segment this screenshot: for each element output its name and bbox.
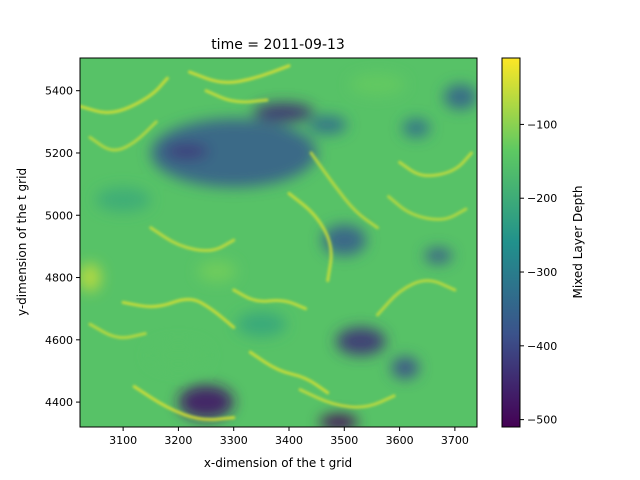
heatmap-eddy-14 xyxy=(148,341,209,370)
plot-frame xyxy=(79,57,478,428)
heatmap-filament-2 xyxy=(309,151,379,230)
y-axis-label: y-dimension of the t grid xyxy=(15,168,29,316)
colorbar-tick-label: −300 xyxy=(527,266,557,279)
heatmap-filament-1 xyxy=(187,64,291,84)
x-tick-label: 3200 xyxy=(164,434,192,447)
heatmap-eddy-11 xyxy=(402,118,431,138)
heatmap-eddy-17 xyxy=(236,311,287,337)
heatmap-eddy-2 xyxy=(164,143,209,160)
heatmap-filament-4 xyxy=(149,226,236,253)
heatmap-filament-13 xyxy=(387,195,468,221)
colorbar-label: Mixed Layer Depth xyxy=(571,185,585,298)
heatmap-eddy-4 xyxy=(336,327,386,356)
heatmap-filament-0 xyxy=(80,76,169,114)
x-tick-label: 3500 xyxy=(330,434,358,447)
heatmap-shallow-region-0 xyxy=(150,118,317,188)
colorbar-tick-label: −400 xyxy=(527,340,557,353)
colorbar-tick-label: −100 xyxy=(527,118,557,131)
heatmap-eddy-10 xyxy=(443,84,477,110)
y-tick-label: 5000 xyxy=(45,209,73,222)
heatmap-filament-11 xyxy=(88,120,158,152)
y-tick-label: 4600 xyxy=(45,334,73,347)
heatmap-eddy-12 xyxy=(80,263,102,292)
colorbar-axis: −100 −200 −300 −400 −500 xyxy=(520,118,557,427)
colorbar-tick-label: −200 xyxy=(527,192,557,205)
chart-title: time = 2011-09-13 xyxy=(211,37,345,53)
heatmap-filament-14 xyxy=(298,388,396,409)
colorbar xyxy=(501,57,521,428)
heatmap-plot-area xyxy=(80,58,477,427)
y-axis: 4400 4600 4800 5000 5200 5400 xyxy=(45,85,80,409)
heatmap-eddy-6 xyxy=(322,224,367,256)
heatmap-eddy-7 xyxy=(391,356,419,379)
x-tick-label: 3300 xyxy=(220,434,248,447)
heatmap-filament-8 xyxy=(132,385,236,422)
heatmap-filament-15 xyxy=(88,322,147,340)
heatmap-filament-6 xyxy=(232,288,308,311)
x-axis: 3100 3200 3300 3400 3500 3600 3700 xyxy=(109,427,469,447)
heatmap-eddy-8 xyxy=(424,247,453,264)
heatmap-eddy-3 xyxy=(178,384,234,420)
x-axis-label: x-dimension of the t grid xyxy=(204,456,352,470)
heatmap-eddy-1 xyxy=(253,103,314,122)
heatmap-eddy-13 xyxy=(197,260,237,283)
x-tick-label: 3600 xyxy=(386,434,414,447)
heatmap-eddy-16 xyxy=(349,73,406,96)
heatmap-filament-3 xyxy=(287,191,333,283)
heatmap-eddy-9 xyxy=(308,115,348,135)
y-tick-label: 4800 xyxy=(45,272,73,285)
heatmap-filament-7 xyxy=(248,350,330,395)
colorbar-tick-label: −500 xyxy=(527,414,557,427)
heatmap-eddy-15 xyxy=(95,187,151,213)
y-tick-label: 4400 xyxy=(45,396,73,409)
heatmap-filament-10 xyxy=(398,151,473,178)
heatmap-filament-12 xyxy=(204,89,269,104)
heatmap-eddy-5 xyxy=(319,414,359,427)
y-tick-label: 5400 xyxy=(45,85,73,98)
x-tick-label: 3700 xyxy=(441,434,469,447)
heatmap-filament-9 xyxy=(375,279,457,317)
x-tick-label: 3400 xyxy=(275,434,303,447)
y-tick-label: 5200 xyxy=(45,147,73,160)
x-tick-label: 3100 xyxy=(109,434,137,447)
heatmap-filament-5 xyxy=(121,297,236,329)
